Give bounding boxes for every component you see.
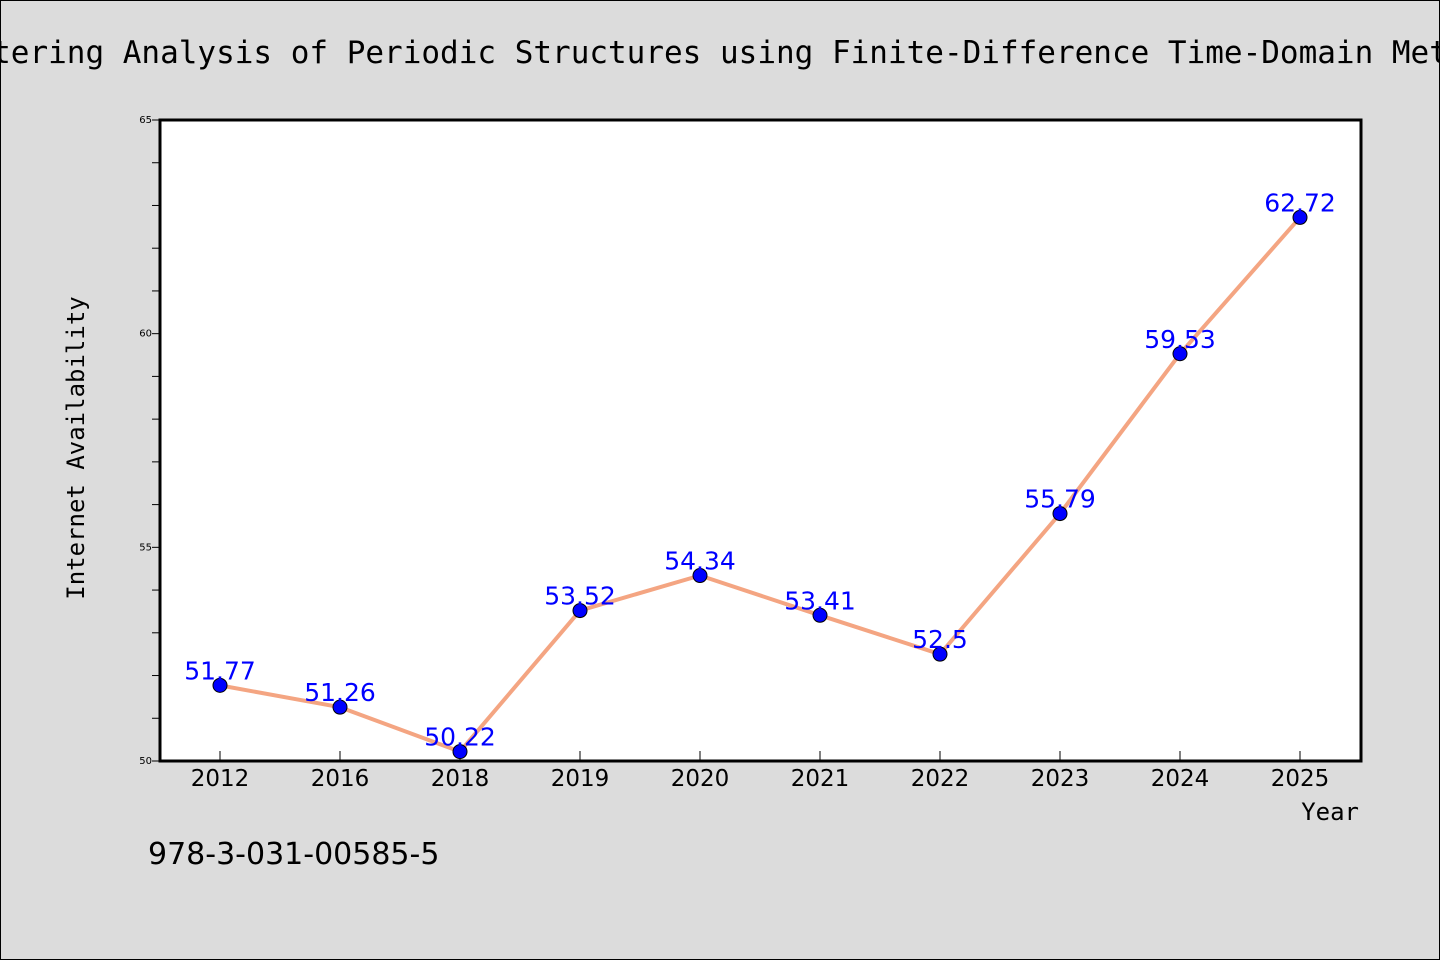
data-point [812, 607, 828, 623]
data-label: 59.53 [1144, 325, 1216, 354]
y-tick-label: 55 [139, 542, 152, 553]
plot-area [158, 118, 1363, 763]
data-point [212, 677, 228, 693]
x-tick-label: 2025 [1271, 766, 1330, 792]
y-axis-label: Internet Availability [62, 296, 90, 599]
data-labels: 51.77 51.26 50.22 53.52 54.34 53.41 52.5 55.79 5… [184, 188, 1336, 751]
isbn-annotation: 978-3-031-00585-5 [148, 837, 439, 872]
data-point [1052, 506, 1068, 522]
y-tick-label: 50 [139, 756, 152, 767]
x-tick-label: 2019 [551, 766, 610, 792]
data-label: 54.34 [664, 547, 736, 576]
x-tick-label: 2018 [431, 766, 490, 792]
data-point [692, 568, 708, 584]
data-point [1292, 209, 1308, 225]
series-markers [212, 209, 1308, 760]
x-tick-label: 2023 [1031, 766, 1090, 792]
x-tick-label: 2020 [671, 766, 730, 792]
x-tick-label: 2012 [191, 766, 250, 792]
x-tick-label: 2022 [911, 766, 970, 792]
data-label: 51.26 [304, 678, 376, 707]
data-point [572, 603, 588, 619]
data-point [452, 744, 468, 760]
x-tick-label: 2016 [311, 766, 370, 792]
data-label: 53.52 [544, 582, 616, 611]
x-axis-label: Year [1301, 798, 1359, 826]
x-tick-label: 2024 [1151, 766, 1210, 792]
data-label: 53.41 [784, 586, 856, 615]
y-tick-label: 60 [139, 329, 152, 340]
data-label: 52.5 [912, 625, 968, 654]
x-tick-label: 2021 [791, 766, 850, 792]
chart-title: Scattering Analysis of Periodic Structur… [0, 35, 1440, 71]
y-tick-label: 65 [139, 115, 152, 126]
series-line [219, 216, 1302, 754]
y-axis-ticks: 50 55 60 65 [139, 115, 160, 767]
data-point [1172, 346, 1188, 362]
data-label: 51.77 [184, 656, 256, 685]
data-label: 50.22 [424, 723, 496, 752]
data-point [332, 699, 348, 715]
data-label: 62.72 [1264, 188, 1336, 217]
data-label: 55.79 [1024, 485, 1096, 514]
data-point [932, 646, 948, 662]
x-axis-ticks: 2012 2016 2018 2019 2020 2021 2022 2023 2024 2025 [191, 751, 1330, 792]
